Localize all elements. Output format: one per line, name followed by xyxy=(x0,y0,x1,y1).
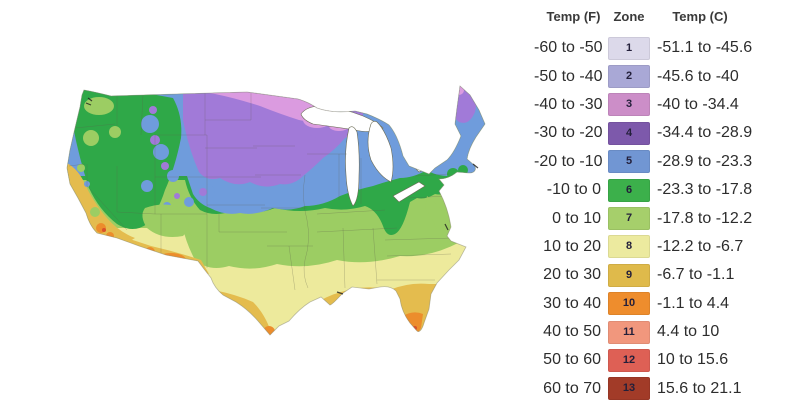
legend-temp-c: -12.2 to -6.7 xyxy=(657,237,744,255)
legend-temp-f: -60 to -50 xyxy=(534,39,603,57)
legend-temp-f: 10 to 20 xyxy=(543,237,601,255)
legend-zone-number: 7 xyxy=(625,212,633,225)
coastline-outline xyxy=(66,85,486,336)
legend-temp-c: 15.6 to 21.1 xyxy=(657,379,742,397)
legend-zone-number: 5 xyxy=(625,155,633,168)
legend-zone-number: 13 xyxy=(622,382,636,395)
legend-zone-swatch: 2 xyxy=(608,65,650,89)
legend-temp-c: -28.9 to -23.3 xyxy=(657,152,753,170)
legend-temp-c: -51.1 to -45.6 xyxy=(657,39,753,57)
legend-temp-f: 60 to 70 xyxy=(543,379,601,397)
legend-temp-c: -1.1 to 4.4 xyxy=(657,294,730,312)
legend-temp-c: -34.4 to -28.9 xyxy=(657,124,753,142)
zone-fill-layers xyxy=(67,86,485,335)
legend-zone-swatch: 7 xyxy=(608,207,650,231)
legend-temp-c: -23.3 to -17.8 xyxy=(657,181,753,199)
legend-temp-c: -17.8 to -12.2 xyxy=(657,209,753,227)
legend-temp-f: 50 to 60 xyxy=(543,351,601,369)
legend-zone-swatch: 12 xyxy=(608,348,650,372)
legend-zone-swatch: 10 xyxy=(608,292,650,316)
legend-temp-c: 10 to 15.6 xyxy=(657,351,729,369)
state-borders xyxy=(68,92,454,291)
legend-zone-swatch: 3 xyxy=(608,93,650,117)
legend-temp-c: -45.6 to -40 xyxy=(657,67,739,85)
legend-zone-number: 12 xyxy=(622,353,636,366)
legend-zone-swatch: 5 xyxy=(608,150,650,174)
legend-zone-number: 9 xyxy=(625,268,633,281)
legend-zone-number: 6 xyxy=(625,183,633,196)
legend-zone-swatch: 4 xyxy=(608,121,650,145)
legend-zone-number: 1 xyxy=(625,41,633,54)
legend-zone-number: 3 xyxy=(625,98,633,111)
west-lightgreen-patches xyxy=(77,97,451,244)
legend-temp-c: 4.4 to 10 xyxy=(657,323,720,341)
legend-temp-f: -20 to -10 xyxy=(534,152,603,170)
us-hardiness-zone-map xyxy=(66,85,486,336)
legend-temp-f: 20 to 30 xyxy=(543,266,601,284)
legend-zone-number: 10 xyxy=(622,297,636,310)
legend-temp-f: 30 to 40 xyxy=(543,294,601,312)
legend-header-zone: Zone xyxy=(613,8,645,24)
legend-temp-f: 0 to 10 xyxy=(552,209,601,227)
zone-legend: Temp (F) Zone Temp (C) -60 to -50 1 -51.… xyxy=(534,6,769,403)
legend-header-temp-c: Temp (C) xyxy=(672,8,728,24)
coast-detail-marks xyxy=(85,97,479,295)
legend-zone-swatch: 8 xyxy=(608,235,650,259)
legend-temp-f: 40 to 50 xyxy=(543,323,601,341)
legend-headers: Temp (F) Zone Temp (C) xyxy=(534,6,769,26)
legend-temp-f: -40 to -30 xyxy=(534,95,603,113)
legend-zone-swatch: 6 xyxy=(608,178,650,202)
legend-zone-swatch: 1 xyxy=(608,36,650,60)
legend-rows: -60 to -50 1 -51.1 to -45.6 -50 to -40 2… xyxy=(534,34,769,403)
legend-zone-number: 8 xyxy=(625,240,633,253)
legend-zone-swatch: 9 xyxy=(608,263,650,287)
legend-zone-number: 11 xyxy=(623,325,635,338)
legend-zone-number: 2 xyxy=(625,70,633,83)
legend-temp-f: -50 to -40 xyxy=(534,67,603,85)
legend-temp-f: -30 to -20 xyxy=(534,124,603,142)
legend-zone-swatch: 13 xyxy=(608,377,650,401)
legend-zone-swatch: 11 xyxy=(608,320,650,344)
legend-temp-f: -10 to 0 xyxy=(546,181,601,199)
legend-temp-c: -40 to -34.4 xyxy=(657,95,739,113)
legend-temp-c: -6.7 to -1.1 xyxy=(657,266,735,284)
legend-zone-number: 4 xyxy=(625,126,633,139)
legend-header-temp-f: Temp (F) xyxy=(546,8,601,24)
